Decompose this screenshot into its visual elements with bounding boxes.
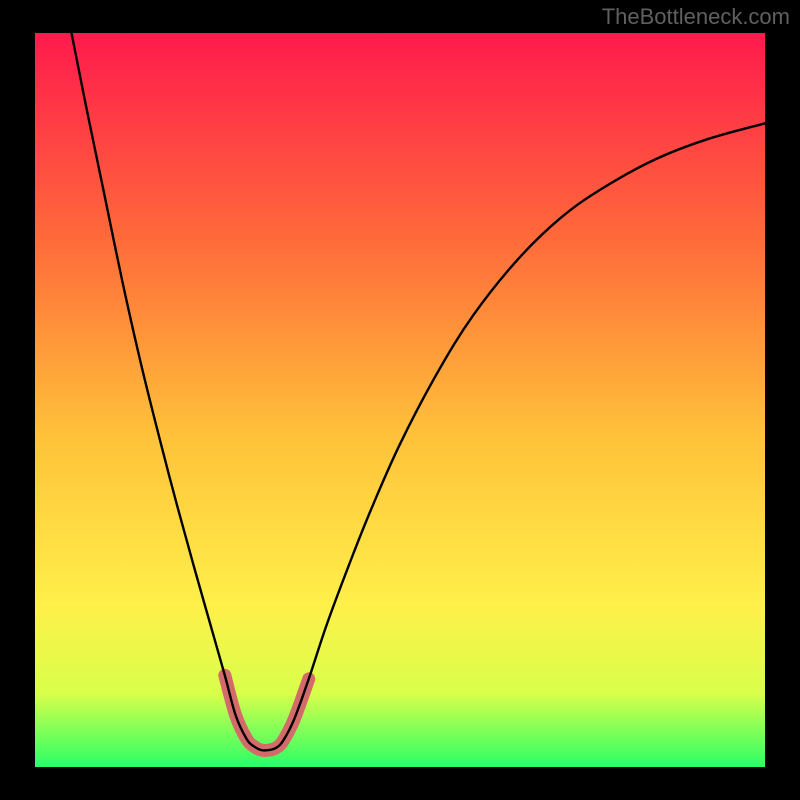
plot-area: [35, 33, 765, 767]
chart-svg: [35, 33, 765, 767]
chart-frame: TheBottleneck.com: [0, 0, 800, 800]
watermark-text: TheBottleneck.com: [602, 4, 790, 30]
main-curve-path: [72, 33, 766, 751]
